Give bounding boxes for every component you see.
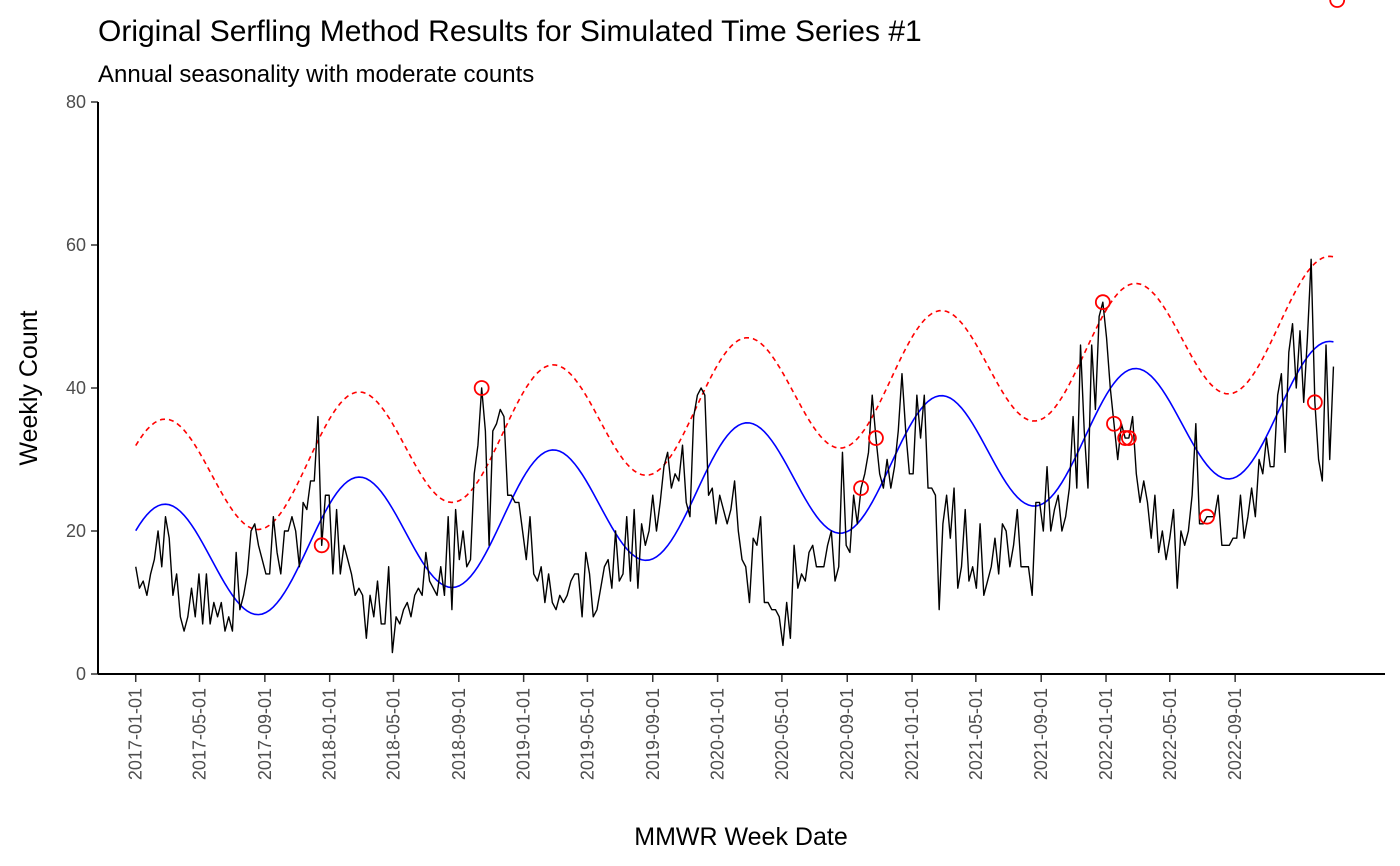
x-tick-label: 2017-05-01 xyxy=(189,688,209,780)
alert-marker xyxy=(1106,415,1122,432)
x-tick-label: 2018-01-01 xyxy=(320,688,340,780)
x-tick-label: 2018-05-01 xyxy=(383,688,403,780)
x-tick-label: 2022-01-01 xyxy=(1096,688,1116,780)
x-tick-label: 2020-01-01 xyxy=(708,688,728,780)
y-tick-label: 0 xyxy=(76,664,86,684)
x-tick-label: 2020-05-01 xyxy=(772,688,792,780)
x-tick-label: 2017-01-01 xyxy=(126,688,146,780)
alert-marker xyxy=(1329,0,1346,8)
x-axis-ticks: 2017-01-01 2017-05-01 2017-09-01 2018-01-01… xyxy=(126,674,1245,780)
x-tick-label: 2018-09-01 xyxy=(449,688,469,780)
x-tick-label: 2022-09-01 xyxy=(1225,688,1245,780)
threshold-line xyxy=(135,255,1334,531)
fitted-baseline-line xyxy=(135,340,1334,616)
x-tick-label: 2017-09-01 xyxy=(255,688,275,780)
chart-title: Original Serfling Method Results for Sim… xyxy=(98,15,922,48)
alert-marker xyxy=(1094,294,1111,311)
alert-marker xyxy=(1117,430,1134,446)
alert-marker xyxy=(868,430,884,446)
x-tick-label: 2020-09-01 xyxy=(837,688,857,780)
x-tick-label: 2021-09-01 xyxy=(1031,688,1051,780)
x-tick-label: 2019-05-01 xyxy=(577,688,597,780)
x-tick-label: 2022-05-01 xyxy=(1160,688,1180,780)
plot-area: 0 20 40 60 80 2017-01-01 2017-05-01 2017-09-01… xyxy=(66,0,1385,780)
alert-marker xyxy=(1199,508,1215,525)
alert-marker xyxy=(313,537,330,554)
observed-series-line xyxy=(135,258,1335,654)
chart-subtitle: Annual seasonality with moderate counts xyxy=(98,61,534,88)
alert-marker xyxy=(853,480,869,497)
y-tick-label: 40 xyxy=(66,378,86,398)
x-tick-label: 2021-05-01 xyxy=(966,688,986,780)
alert-marker xyxy=(1120,430,1137,446)
x-axis-label: MMWR Week Date xyxy=(634,823,847,851)
y-tick-label: 60 xyxy=(66,235,86,255)
x-tick-label: 2021-01-01 xyxy=(902,688,922,780)
alert-marker xyxy=(1306,394,1323,411)
y-axis-ticks: 0 20 40 60 80 xyxy=(66,92,98,684)
y-tick-label: 20 xyxy=(66,521,86,541)
alert-marker xyxy=(473,380,490,396)
y-tick-label: 80 xyxy=(66,92,86,112)
y-axis-label: Weekly Count xyxy=(15,310,43,465)
series-layer xyxy=(135,0,1346,654)
x-tick-label: 2019-09-01 xyxy=(643,688,663,780)
x-tick-label: 2019-01-01 xyxy=(514,688,534,780)
